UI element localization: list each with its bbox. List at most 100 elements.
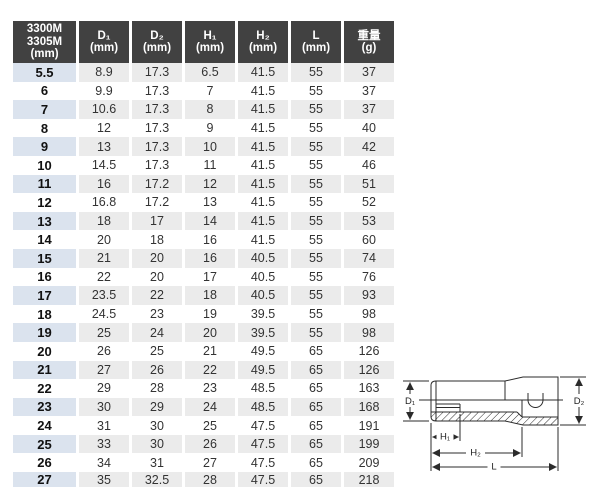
- table-cell: 41.5: [238, 137, 288, 156]
- table-cell: 65: [291, 453, 341, 473]
- table-cell: 18: [185, 286, 235, 305]
- socket-dimension-diagram: D₁ D₂ H₁ H₂ L: [401, 376, 588, 473]
- table-cell: 29: [132, 397, 182, 417]
- table-cell: 26: [132, 360, 182, 380]
- table-cell: 55: [291, 155, 341, 175]
- table-cell: 65: [291, 360, 341, 380]
- table-cell: 28: [132, 379, 182, 398]
- table-cell: 55: [291, 100, 341, 119]
- table-cell: 24: [185, 397, 235, 417]
- header-cell: 3300M 3305M (mm): [13, 21, 76, 63]
- table-cell: 11: [185, 155, 235, 175]
- table-cell: 13: [79, 137, 129, 156]
- table-cell: 10.6: [79, 100, 129, 119]
- table-cell: 27: [79, 360, 129, 380]
- table-cell: 37: [344, 63, 394, 82]
- d1-label: D₁: [405, 396, 415, 407]
- table-cell: 26: [185, 434, 235, 454]
- table-cell: 39.5: [238, 304, 288, 324]
- table-cell: 48.5: [238, 397, 288, 417]
- table-cell: 49.5: [238, 341, 288, 361]
- table-cell: 17.3: [132, 81, 182, 101]
- table-cell: 30: [79, 397, 129, 417]
- table-cell: 37: [344, 100, 394, 119]
- table-cell: 19: [185, 304, 235, 324]
- table-cell: 37: [344, 81, 394, 101]
- table-cell: 55: [291, 174, 341, 194]
- header-cell: L (mm): [291, 21, 341, 63]
- table-cell: 14: [185, 211, 235, 231]
- table-cell: 76: [344, 267, 394, 287]
- table-cell: 55: [291, 286, 341, 305]
- row-size-cell: 13: [13, 211, 76, 231]
- table-cell: 126: [344, 341, 394, 361]
- table-cell: 55: [291, 323, 341, 342]
- table-cell: 168: [344, 397, 394, 417]
- table-cell: 9: [185, 118, 235, 138]
- row-size-cell: 9: [13, 137, 76, 156]
- table-cell: 163: [344, 379, 394, 398]
- table-cell: 31: [132, 453, 182, 473]
- table-cell: 93: [344, 286, 394, 305]
- table-cell: 20: [79, 230, 129, 249]
- row-size-cell: 19: [13, 323, 76, 342]
- table-cell: 30: [132, 434, 182, 454]
- table-cell: 17.2: [132, 193, 182, 212]
- table-cell: 10: [185, 137, 235, 156]
- table-cell: 16.8: [79, 193, 129, 212]
- row-size-cell: 27: [13, 472, 76, 488]
- h2-label: H₂: [470, 448, 481, 459]
- table-cell: 55: [291, 81, 341, 101]
- header-cell: H₂ (mm): [238, 21, 288, 63]
- table-cell: 22: [132, 286, 182, 305]
- table-cell: 17.3: [132, 155, 182, 175]
- table-cell: 191: [344, 416, 394, 435]
- row-size-cell: 7: [13, 100, 76, 119]
- table-cell: 28: [185, 472, 235, 488]
- table-cell: 60: [344, 230, 394, 249]
- l-label: L: [491, 462, 496, 473]
- table-cell: 65: [291, 472, 341, 488]
- table-cell: 40.5: [238, 248, 288, 268]
- d1-label-bg: [401, 394, 419, 407]
- table-cell: 218: [344, 472, 394, 488]
- table-cell: 30: [132, 416, 182, 435]
- table-cell: 53: [344, 211, 394, 231]
- header-cell: D₁ (mm): [79, 21, 129, 63]
- header-cell: D₂ (mm): [132, 21, 182, 63]
- h1-label-bg: [436, 430, 454, 443]
- table-cell: 24.5: [79, 304, 129, 324]
- table-cell: 24: [132, 323, 182, 342]
- table-cell: 20: [132, 248, 182, 268]
- table-cell: 22: [185, 360, 235, 380]
- table-cell: 48.5: [238, 379, 288, 398]
- table-cell: 31: [79, 416, 129, 435]
- table-cell: 33: [79, 434, 129, 454]
- table-cell: 46: [344, 155, 394, 175]
- d2-label-bg: [570, 394, 588, 407]
- table-cell: 199: [344, 434, 394, 454]
- table-cell: 55: [291, 248, 341, 268]
- table-cell: 8: [185, 100, 235, 119]
- table-cell: 23: [132, 304, 182, 324]
- row-size-cell: 26: [13, 453, 76, 473]
- table-cell: 41.5: [238, 100, 288, 119]
- table-cell: 6.5: [185, 63, 235, 82]
- row-size-cell: 6: [13, 81, 76, 101]
- table-cell: 21: [79, 248, 129, 268]
- table-cell: 98: [344, 323, 394, 342]
- row-size-cell: 24: [13, 416, 76, 435]
- header-cell: H₁ (mm): [185, 21, 235, 63]
- table-cell: 41.5: [238, 174, 288, 194]
- table-cell: 47.5: [238, 472, 288, 488]
- table-cell: 21: [185, 341, 235, 361]
- table-cell: 41.5: [238, 155, 288, 175]
- drive-hole: [527, 393, 544, 408]
- table-cell: 40.5: [238, 267, 288, 287]
- table-cell: 65: [291, 434, 341, 454]
- row-size-cell: 25: [13, 434, 76, 454]
- table-cell: 25: [132, 341, 182, 361]
- row-size-cell: 18: [13, 304, 76, 324]
- row-size-cell: 5.5: [13, 63, 76, 82]
- row-size-cell: 20: [13, 341, 76, 361]
